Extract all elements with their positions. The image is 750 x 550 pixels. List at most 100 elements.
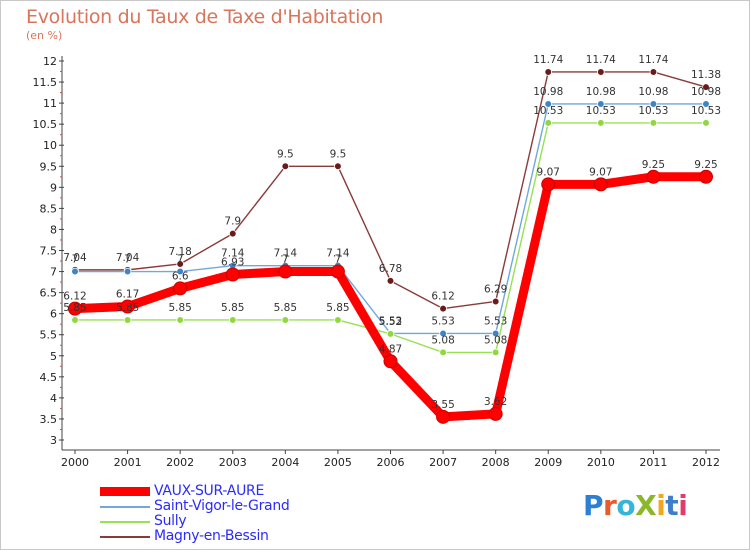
data-label: 11.74 — [638, 54, 668, 66]
data-label: 6.78 — [379, 263, 402, 275]
y-tick-label: 4 — [50, 392, 57, 405]
y-tick-label: 10.5 — [33, 118, 58, 131]
data-point — [120, 299, 135, 314]
data-label: 11.38 — [691, 69, 721, 81]
legend-label: VAUX-SUR-AURE — [154, 483, 264, 499]
legend-swatch — [100, 487, 150, 496]
legend-item-sully[interactable]: Sully — [100, 514, 360, 529]
data-point — [439, 329, 447, 338]
data-point — [649, 119, 658, 127]
y-tick-label: 11.5 — [33, 76, 58, 89]
y-tick-label: 7 — [50, 266, 57, 279]
data-point — [439, 304, 447, 313]
data-point — [544, 68, 553, 76]
x-tick-label: 2012 — [692, 456, 720, 469]
data-point — [173, 281, 188, 296]
data-label: 3.55 — [431, 399, 454, 411]
data-label: 7 — [124, 254, 131, 266]
y-tick-label: 10 — [43, 139, 57, 152]
series-layer — [68, 68, 713, 424]
data-label: 5.85 — [116, 302, 139, 314]
data-label: 6.6 — [172, 270, 189, 282]
data-label: 7.9 — [224, 216, 241, 228]
data-label: 5.53 — [431, 315, 454, 327]
data-point — [544, 119, 553, 127]
logo-letter: i — [678, 489, 688, 522]
data-label: 10.53 — [533, 105, 563, 117]
x-tick-label: 2003 — [219, 456, 247, 469]
legend-swatch — [100, 506, 150, 508]
data-point — [383, 354, 398, 369]
data-point — [123, 267, 132, 276]
data-point — [597, 100, 605, 108]
x-tick-label: 2011 — [639, 456, 667, 469]
legend-item-saint-vigor-le-grand[interactable]: Saint-Vigor-le-Grand — [100, 499, 360, 514]
y-tick-label: 4.5 — [40, 371, 58, 384]
data-point — [491, 348, 500, 357]
x-tick-label: 2004 — [271, 456, 299, 469]
logo-letter: X — [635, 489, 657, 522]
data-point — [278, 264, 293, 279]
y-tick-label: 6.5 — [40, 287, 58, 300]
axes: 3 3.5 4 4.5 5 5.5 6 6.5 7 7.5 8 8.5 9 9.5 10 10.5 11 11.5… — [33, 55, 720, 469]
data-label: 7.04 — [116, 252, 140, 264]
data-label: 9.07 — [589, 166, 612, 178]
data-label: 7 — [72, 254, 79, 266]
data-label: 10.98 — [638, 86, 668, 98]
y-tick-label: 12 — [43, 55, 57, 68]
data-point — [439, 348, 447, 357]
data-point — [649, 100, 658, 108]
series-line-0 — [70, 172, 711, 422]
data-label: 9.25 — [694, 159, 717, 171]
data-label: 10.53 — [638, 105, 668, 117]
data-label: 7.04 — [63, 252, 87, 264]
legend: VAUX-SUR-AURE Saint-Vigor-le-Grand Sully… — [100, 484, 360, 544]
legend-item-vaux-sur-aure[interactable]: VAUX-SUR-AURE — [100, 484, 360, 499]
data-label: 10.53 — [691, 105, 721, 117]
data-label: 5.85 — [274, 302, 297, 314]
legend-label: Sully — [154, 513, 187, 529]
data-point — [71, 316, 79, 324]
x-tick-label: 2007 — [429, 456, 457, 469]
data-label: 7 — [177, 254, 184, 266]
logo-letter: r — [603, 489, 617, 522]
x-tick-label: 2006 — [377, 456, 405, 469]
legend-label: Saint-Vigor-le-Grand — [154, 498, 290, 514]
data-point — [702, 100, 710, 108]
data-label: 6.93 — [221, 257, 244, 269]
legend-item-magny-en-bessin[interactable]: Magny-en-Bessin — [100, 529, 360, 544]
data-label: 10.98 — [691, 86, 721, 98]
data-point — [541, 177, 556, 192]
y-tick-label: 11 — [43, 97, 57, 110]
x-tick-label: 2002 — [166, 456, 194, 469]
data-label: 11.74 — [533, 54, 563, 66]
data-point — [593, 177, 608, 192]
data-label: 6.17 — [116, 289, 139, 301]
y-tick-label: 8.5 — [40, 202, 58, 215]
x-tick-label: 2001 — [114, 456, 142, 469]
data-point — [702, 119, 710, 127]
data-label: 7.14 — [274, 248, 298, 260]
x-tick-label: 2010 — [587, 456, 615, 469]
data-point — [334, 316, 342, 324]
data-point — [488, 406, 503, 421]
data-point — [436, 409, 451, 424]
data-label: 5.53 — [379, 315, 402, 327]
x-tick-label: 2000 — [61, 456, 89, 469]
proxiti-logo: ProXiti — [583, 489, 688, 522]
data-label: 7.18 — [168, 246, 191, 258]
data-label: 10.98 — [533, 86, 563, 98]
data-label: 5.53 — [484, 315, 507, 327]
data-label: 5.85 — [326, 302, 349, 314]
data-label: 5.85 — [63, 302, 86, 314]
data-point — [597, 68, 605, 76]
data-point — [228, 316, 237, 324]
data-label: 7.14 — [221, 248, 245, 260]
y-tick-label: 5.5 — [40, 329, 58, 342]
data-point — [225, 267, 240, 282]
data-point — [386, 330, 395, 338]
data-point — [646, 169, 661, 184]
y-tick-label: 3 — [50, 434, 57, 447]
data-label: 10.98 — [586, 86, 616, 98]
